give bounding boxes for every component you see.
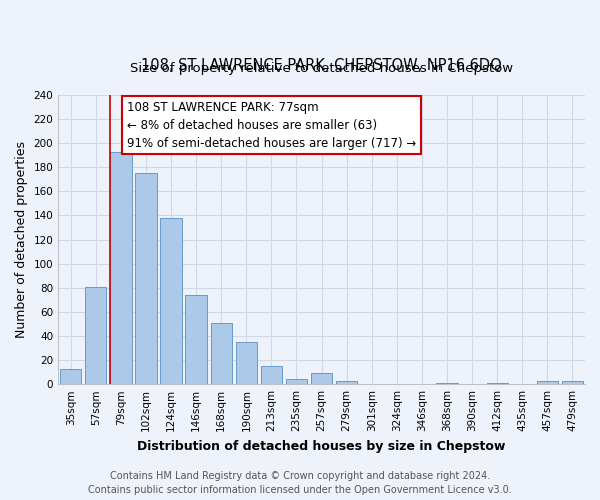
Bar: [60, 368, 82, 384]
Bar: [286, 380, 307, 384]
Bar: [537, 380, 558, 384]
Bar: [211, 322, 232, 384]
Text: Size of property relative to detached houses in Chepstow: Size of property relative to detached ho…: [130, 62, 513, 74]
Bar: [261, 366, 282, 384]
Bar: [436, 383, 458, 384]
Bar: [487, 383, 508, 384]
Bar: [562, 380, 583, 384]
X-axis label: Distribution of detached houses by size in Chepstow: Distribution of detached houses by size …: [137, 440, 506, 452]
Y-axis label: Number of detached properties: Number of detached properties: [15, 141, 28, 338]
Bar: [136, 174, 157, 384]
Text: 108 ST LAWRENCE PARK: 77sqm
← 8% of detached houses are smaller (63)
91% of semi: 108 ST LAWRENCE PARK: 77sqm ← 8% of deta…: [127, 100, 416, 150]
Bar: [336, 380, 358, 384]
Bar: [185, 295, 207, 384]
Bar: [85, 286, 106, 384]
Text: Contains HM Land Registry data © Crown copyright and database right 2024.
Contai: Contains HM Land Registry data © Crown c…: [88, 471, 512, 495]
Title: 108, ST LAWRENCE PARK, CHEPSTOW, NP16 6DQ: 108, ST LAWRENCE PARK, CHEPSTOW, NP16 6D…: [141, 58, 502, 73]
Bar: [110, 152, 131, 384]
Bar: [236, 342, 257, 384]
Bar: [160, 218, 182, 384]
Bar: [311, 374, 332, 384]
